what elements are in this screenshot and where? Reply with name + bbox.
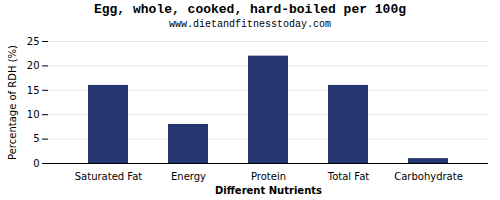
svg-text:Energy: Energy bbox=[171, 171, 206, 182]
svg-text:25: 25 bbox=[27, 36, 40, 47]
svg-text:Carbohydrate: Carbohydrate bbox=[394, 171, 463, 182]
svg-text:10: 10 bbox=[27, 109, 40, 120]
svg-text:0: 0 bbox=[33, 158, 39, 169]
svg-text:Saturated Fat: Saturated Fat bbox=[75, 171, 143, 182]
svg-text:Different Nutrients: Different Nutrients bbox=[215, 185, 322, 196]
svg-text:Percentage of RDH (%): Percentage of RDH (%) bbox=[7, 45, 18, 160]
html-text:Egg, whole, cooked, hard-boile: Egg, whole, cooked, hard-boiled per 100g bbox=[94, 2, 406, 17]
svg-text:20: 20 bbox=[27, 60, 40, 71]
svg-text:Protein: Protein bbox=[251, 171, 286, 182]
svg-text:Total Fat: Total Fat bbox=[327, 171, 369, 182]
svg-text:5: 5 bbox=[33, 133, 39, 144]
svg-text:15: 15 bbox=[27, 85, 40, 96]
html-text:www.dietandfitnesstoday.com: www.dietandfitnesstoday.com bbox=[169, 19, 331, 30]
